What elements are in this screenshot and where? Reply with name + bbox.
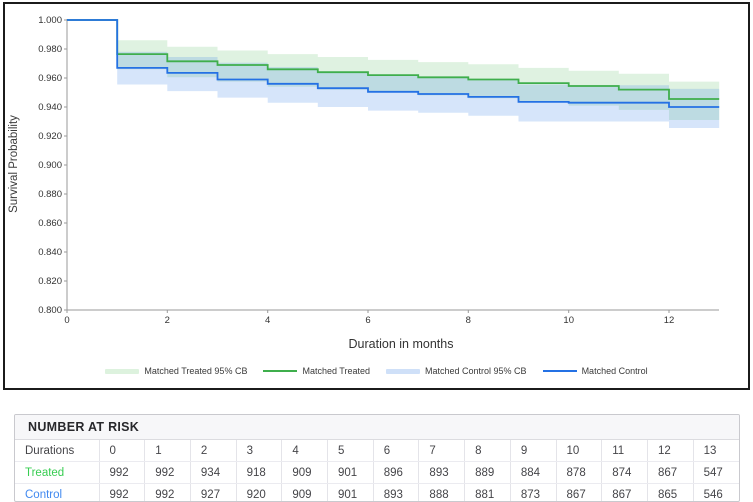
risk-table-cell: 865 (647, 483, 694, 501)
y-tick-label: 1.000 (38, 15, 62, 26)
risk-table-cell: 901 (327, 461, 374, 484)
risk-table-cell: 896 (373, 461, 420, 484)
y-tick-label: 0.920 (38, 131, 62, 142)
x-tick-label: 12 (664, 315, 675, 326)
risk-table-cell: 11 (601, 440, 648, 462)
matched-control-95-cb-swatch-icon (386, 368, 420, 374)
matched-treated-95-cb-swatch-icon (105, 368, 140, 374)
risk-table-cell: 934 (190, 461, 237, 484)
risk-table-durations-row: Durations 0 1 2 3 4 5 6 7 8 9 10 11 12 13 (15, 440, 739, 462)
x-tick-label: 6 (365, 315, 370, 326)
risk-table-cell: 909 (281, 461, 329, 484)
x-axis-label: Duration in months (348, 337, 454, 351)
risk-table-cell: 1 (144, 440, 191, 462)
risk-table-cell: 888 (418, 483, 466, 501)
risk-table-cell: 909 (281, 483, 329, 501)
risk-table-cell: 867 (647, 461, 694, 484)
matched-treated-curve (67, 19, 720, 100)
number-at-risk-panel: NUMBER AT RISK Durations 0 1 2 3 4 5 6 7 8 9 10 11 12… (14, 414, 740, 502)
y-tick-label: 0.800 (38, 305, 62, 316)
risk-table-cell: 893 (373, 483, 420, 501)
risk-table-cell: 10 (556, 440, 603, 462)
survival-chart-panel: Survival Probability 1.000 0.980 0.960 0.94… (3, 2, 750, 390)
legend-item-matched-control[interactable]: Matched Control (542, 366, 648, 376)
km-plot: Survival Probability 1.000 0.980 0.960 0.94… (8, 15, 720, 326)
risk-table-cell: 6 (373, 440, 420, 462)
risk-table-cell: 992 (144, 461, 191, 484)
risk-table-cell: 873 (510, 483, 557, 501)
risk-row-label: Treated (15, 461, 100, 484)
risk-table-cell: 867 (556, 483, 603, 501)
risk-table-cell: 889 (464, 461, 511, 484)
risk-table-cell: 901 (327, 483, 374, 501)
risk-table-cell: 920 (236, 483, 283, 501)
y-tick-label: 0.940 (38, 102, 62, 113)
legend-item-label: Matched Treated (302, 366, 370, 376)
matched-control-swatch-icon (542, 369, 577, 373)
x-tick-label: 4 (265, 315, 270, 326)
y-tick-label: 0.860 (38, 218, 62, 229)
risk-table-cell: 12 (647, 440, 694, 462)
y-tick-label: 0.980 (38, 44, 62, 55)
y-tick-label: 0.840 (38, 247, 62, 258)
risk-table-cell: 13 (693, 440, 739, 462)
x-tick-label: 10 (563, 315, 574, 326)
legend-item-matched-treated-95-cb[interactable]: Matched Treated 95% CB (105, 366, 247, 376)
risk-table-cell: 874 (601, 461, 648, 484)
y-tick-label: 0.880 (38, 189, 62, 200)
y-axis-label: Survival Probability (8, 115, 20, 213)
matched-control-95-cb-band (117, 51, 720, 128)
risk-table-cell: 9 (510, 440, 557, 462)
risk-table-cell: 893 (418, 461, 466, 484)
legend-item-matched-control-95-cb[interactable]: Matched Control 95% CB (386, 366, 527, 376)
risk-row-label: Control (15, 483, 100, 501)
risk-table-control-row: Control 992 992 927 920 909 901 893 888 881 873 867… (15, 483, 739, 501)
risk-table-cell: 918 (236, 461, 283, 484)
risk-row-label: Durations (15, 440, 100, 462)
matched-control-curve (67, 19, 720, 108)
y-tick-label: 0.820 (38, 276, 62, 287)
risk-table-cell: 881 (464, 483, 511, 501)
x-tick-label: 8 (466, 315, 471, 326)
y-tick-label: 0.900 (38, 160, 62, 171)
risk-table-cell: 4 (281, 440, 329, 462)
matched-treated-95-cb-band (117, 40, 720, 120)
matched-treated-swatch-icon (263, 369, 298, 373)
legend: Matched Treated 95% CB Matched Treated Mat… (5, 366, 748, 376)
risk-table-cell: 7 (418, 440, 466, 462)
risk-table-cell: 8 (464, 440, 511, 462)
risk-table-cell: 2 (190, 440, 237, 462)
legend-item-matched-treated[interactable]: Matched Treated (263, 366, 370, 376)
x-tick-label: 0 (64, 315, 69, 326)
y-tick-label: 0.960 (38, 73, 62, 84)
risk-table-cell: 992 (99, 461, 146, 484)
risk-table-cell: 3 (236, 440, 283, 462)
risk-table-cell: 0 (99, 440, 146, 462)
risk-table-title: NUMBER AT RISK (15, 415, 739, 440)
risk-table: Durations 0 1 2 3 4 5 6 7 8 9 10 11 12 13 Treated 992 992… (15, 440, 739, 501)
risk-table-cell: 546 (703, 488, 723, 501)
risk-table-cell: 884 (510, 461, 557, 484)
risk-table-cell: 992 (99, 483, 146, 501)
risk-table-treated-row: Treated 992 992 934 918 909 901 896 893 889 884 878… (15, 461, 739, 484)
risk-table-cell: 992 (144, 483, 191, 501)
risk-table-cell: 927 (190, 483, 237, 501)
risk-table-cell: 878 (556, 461, 603, 484)
risk-table-cell: 547 (693, 461, 739, 484)
risk-table-cell: 867 (601, 483, 648, 501)
x-tick-label: 2 (165, 315, 170, 326)
legend-item-label: Matched Treated 95% CB (144, 366, 248, 376)
legend-item-label: Matched Control (581, 366, 648, 376)
legend-item-label: Matched Control 95% CB (425, 366, 527, 376)
risk-table-cell: 5 (327, 440, 374, 462)
